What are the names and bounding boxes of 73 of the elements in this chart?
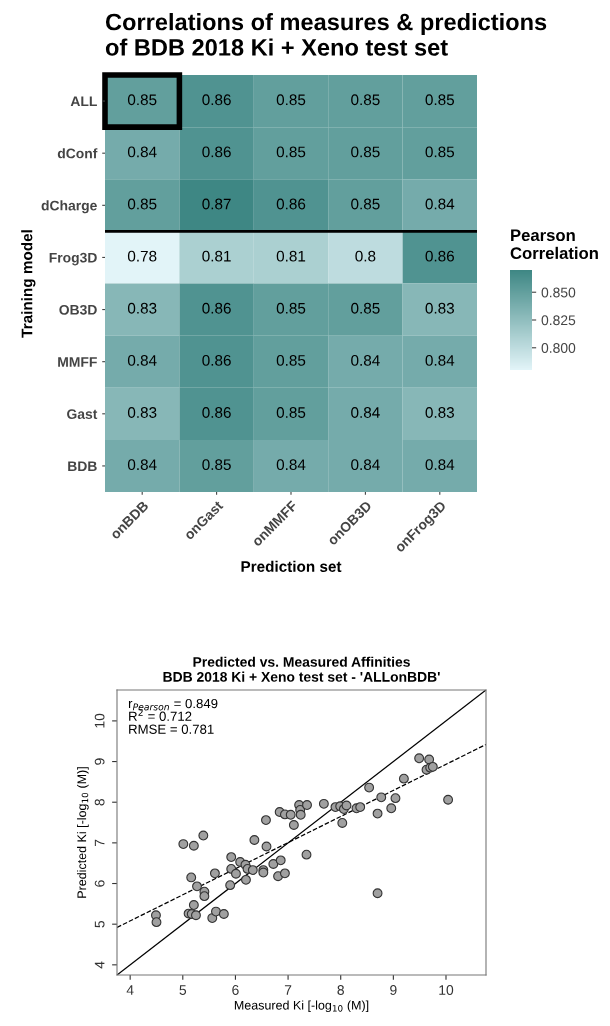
data-label: 0.86 (202, 354, 231, 366)
data-label: 0.85 (202, 459, 231, 471)
color-bar-label: 0.800 (541, 343, 576, 353)
data-label: 0.86 (202, 302, 231, 314)
y-tick-label: 8 (94, 798, 105, 806)
data-label: 0.84 (127, 354, 157, 366)
y-tick-label: MMFF (58, 357, 97, 367)
data-label: 0.85 (351, 94, 380, 106)
y-tick-label: 9 (94, 758, 105, 765)
x-tick-label: 4 (126, 985, 134, 995)
data-label: 0.85 (351, 146, 380, 158)
data-label: 0.78 (127, 250, 157, 262)
x-tick-label: 5 (179, 985, 187, 995)
data-label: 0.83 (425, 407, 454, 418)
y-tick-label: 10 (94, 713, 105, 728)
data-label: 0.84 (425, 354, 455, 366)
data-label: 0.84 (425, 198, 455, 210)
y-tick-label: dConf (57, 148, 98, 159)
data-label: 0.86 (202, 407, 231, 418)
data-label: 0.84 (127, 459, 157, 471)
data-label: 0.85 (276, 407, 306, 418)
data-label: 0.85 (127, 94, 157, 106)
data-label: 0.81 (276, 250, 306, 262)
data-label: 0.85 (351, 198, 380, 210)
data-label: 0.85 (351, 302, 380, 314)
data-label: 0.85 (425, 94, 455, 106)
y-tick-label: Frog3D (49, 252, 97, 266)
x-tick-label: 8 (337, 985, 344, 995)
chart-title: Predicted vs. Measured Affinities BDB 2018 Ki + Xeno test set - 'ALLonBDB' (163, 656, 440, 682)
x-tick-label: 6 (232, 985, 239, 995)
y-tick-label: 4 (94, 961, 105, 969)
y-axis-title: Training model (21, 230, 36, 338)
data-label: 0.86 (276, 198, 306, 210)
x-axis-title: Measured Ki [-log$_{10}$ (M)] (234, 1000, 369, 1013)
x-tick-label: 7 (284, 985, 292, 995)
color-bar-label: 0.850 (541, 287, 576, 298)
y-tick-label: 6 (94, 880, 105, 887)
data-label: 0.84 (351, 459, 380, 471)
data-label: 0.85 (127, 198, 157, 210)
data-label: 0.84 (425, 459, 455, 471)
y-tick-label: BDB (68, 461, 97, 471)
data-label: 0.86 (202, 146, 231, 158)
y-tick-label: Gast (67, 409, 98, 419)
y-tick-label: dCharge (41, 200, 97, 214)
y-tick-label: 5 (94, 920, 105, 928)
data-label: 0.85 (276, 146, 306, 158)
data-label: 0.84 (351, 354, 380, 366)
x-axis-title: Prediction set (241, 560, 342, 572)
data-label: 0.83 (425, 302, 454, 314)
y-tick-label: OB3D (59, 304, 97, 315)
data-label: 0.86 (202, 94, 231, 106)
y-tick-label: 7 (94, 839, 105, 847)
data-label: 0.83 (127, 407, 157, 418)
data-label: 0.87 (202, 198, 231, 210)
data-label: 0.84 (127, 146, 157, 158)
data-label: 0.83 (127, 302, 157, 314)
data-label: 0.81 (202, 250, 231, 262)
annotation: RMSE = 0.781 (129, 724, 214, 734)
data-label: 0.85 (425, 146, 455, 158)
x-tick-label: 9 (390, 985, 397, 995)
data-label: 0.86 (425, 250, 454, 262)
chart-title: Correlations of measures & predictions of BDB 2018 Ki + Xeno test set (105, 13, 547, 56)
data-label: 0.84 (351, 407, 380, 418)
data-label: 0.85 (276, 94, 306, 106)
data-label: 0.85 (276, 302, 306, 314)
color-bar-title: Pearson Correlation (510, 229, 598, 260)
data-label: 0.84 (276, 459, 306, 471)
data-label: 0.85 (276, 354, 306, 366)
x-tick-label: 10 (439, 985, 454, 995)
y-tick-label: ALL (70, 96, 97, 107)
color-bar-label: 0.825 (541, 315, 576, 326)
y-axis-title: Predicted Ki [-log$_{10}$ (M)] (77, 767, 89, 898)
data-label: 0.8 (355, 250, 376, 262)
